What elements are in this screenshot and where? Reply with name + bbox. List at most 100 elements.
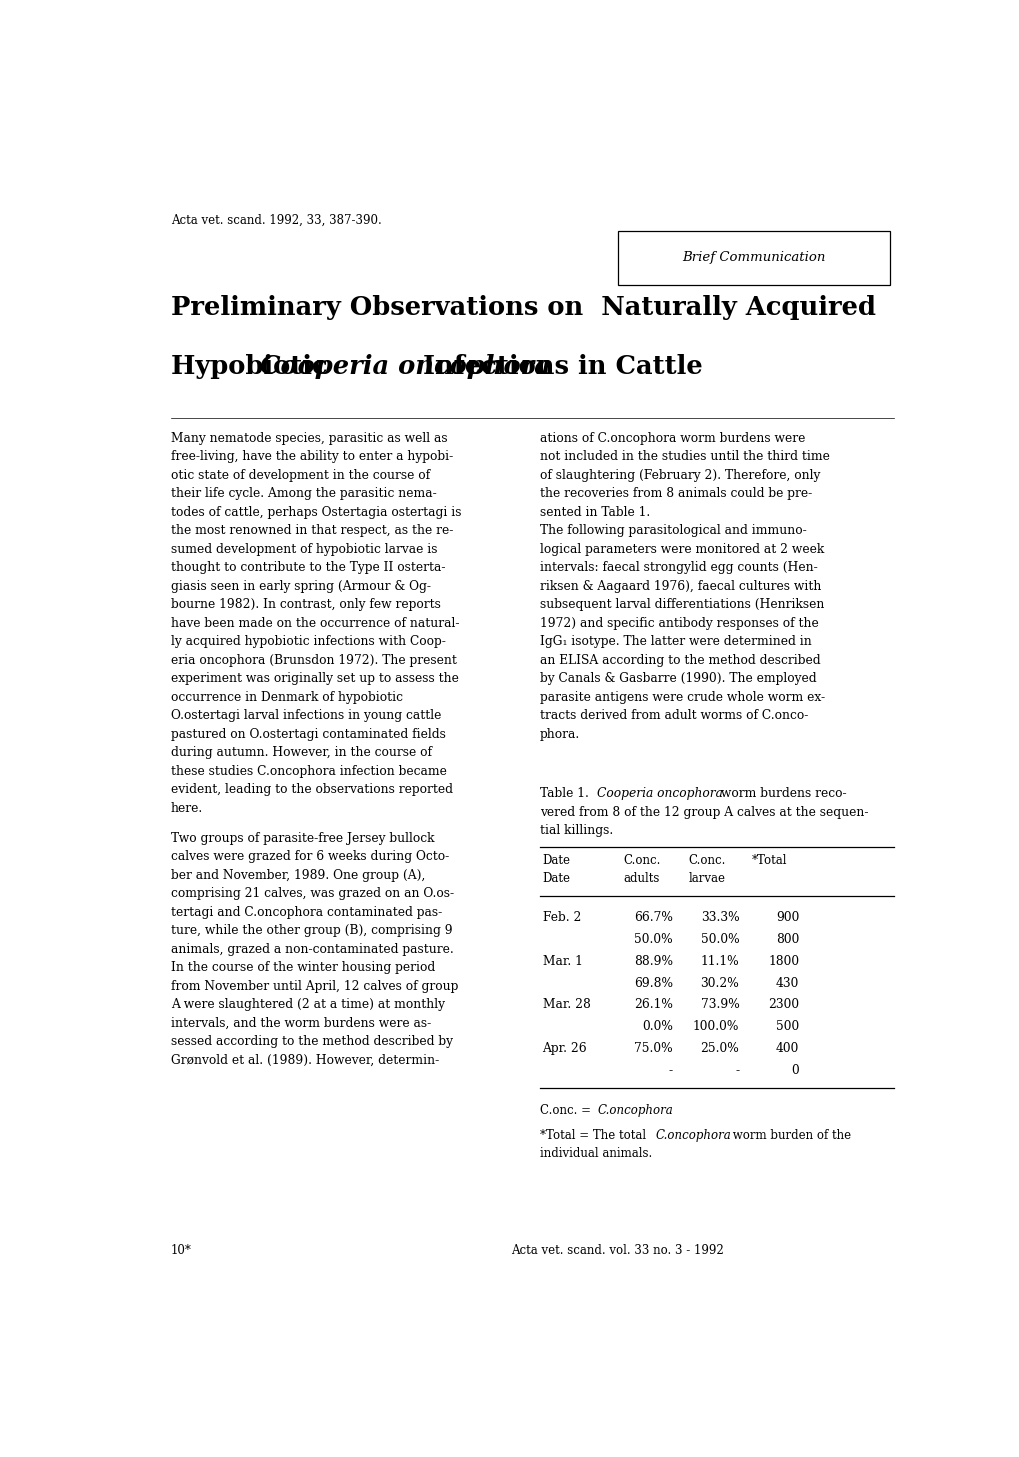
Text: Hypobiotic: Hypobiotic bbox=[171, 354, 336, 379]
Text: Mar. 1: Mar. 1 bbox=[542, 954, 582, 967]
Text: ture, while the other group (B), comprising 9: ture, while the other group (B), compris… bbox=[171, 924, 452, 937]
Text: experiment was originally set up to assess the: experiment was originally set up to asse… bbox=[171, 672, 459, 685]
Text: 0.0%: 0.0% bbox=[641, 1020, 673, 1033]
Text: the recoveries from 8 animals could be pre-: the recoveries from 8 animals could be p… bbox=[540, 487, 811, 500]
Text: ber and November, 1989. One group (A),: ber and November, 1989. One group (A), bbox=[171, 868, 425, 881]
Text: free-living, have the ability to enter a hypobi-: free-living, have the ability to enter a… bbox=[171, 450, 452, 463]
Text: occurrence in Denmark of hypobiotic: occurrence in Denmark of hypobiotic bbox=[171, 691, 403, 704]
Text: todes of cattle, perhaps Ostertagia ostertagi is: todes of cattle, perhaps Ostertagia oste… bbox=[171, 506, 461, 519]
Text: ly acquired hypobiotic infections with Coop-: ly acquired hypobiotic infections with C… bbox=[171, 635, 445, 648]
Text: not included in the studies until the third time: not included in the studies until the th… bbox=[540, 450, 829, 463]
Text: Acta vet. scand. 1992, ​33, 387-390.: Acta vet. scand. 1992, ​33, 387-390. bbox=[171, 214, 381, 227]
Text: worm burden of the: worm burden of the bbox=[729, 1129, 851, 1142]
Text: these studies C.oncophora infection became: these studies C.oncophora infection beca… bbox=[171, 765, 446, 778]
Text: 66.7%: 66.7% bbox=[634, 911, 673, 924]
Text: 2300: 2300 bbox=[767, 998, 799, 1011]
Text: sented in Table 1.: sented in Table 1. bbox=[540, 506, 650, 519]
Text: 500: 500 bbox=[775, 1020, 799, 1033]
Text: 69.8%: 69.8% bbox=[634, 976, 673, 989]
Text: calves were grazed for 6 weeks during Octo-: calves were grazed for 6 weeks during Oc… bbox=[171, 849, 448, 863]
Text: Apr. 26: Apr. 26 bbox=[542, 1042, 587, 1055]
Text: their life cycle. Among the parasitic nema-: their life cycle. Among the parasitic ne… bbox=[171, 487, 436, 500]
Text: vered from 8 of the 12 group A calves at the sequen-: vered from 8 of the 12 group A calves at… bbox=[540, 806, 868, 819]
Text: bourne 1982). In contrast, only few reports: bourne 1982). In contrast, only few repo… bbox=[171, 599, 440, 612]
Text: Feb. 2: Feb. 2 bbox=[542, 911, 580, 924]
Text: C.oncophora: C.oncophora bbox=[596, 1104, 673, 1116]
Text: *Total = The total: *Total = The total bbox=[540, 1129, 649, 1142]
Text: parasite antigens were crude whole worm ex-: parasite antigens were crude whole worm … bbox=[540, 691, 824, 704]
Text: 73.9%: 73.9% bbox=[700, 998, 739, 1011]
Text: during autumn. However, in the course of: during autumn. However, in the course of bbox=[171, 746, 432, 759]
Text: the most renowned in that respect, as the re-: the most renowned in that respect, as th… bbox=[171, 525, 452, 538]
Text: 100.0%: 100.0% bbox=[692, 1020, 739, 1033]
Text: Grønvold et al. (1989). However, determin-: Grønvold et al. (1989). However, determi… bbox=[171, 1053, 439, 1067]
Text: C.onc.: C.onc. bbox=[688, 854, 726, 867]
Text: Brief Communication: Brief Communication bbox=[682, 252, 824, 264]
Text: subsequent larval differentiations (Henriksen: subsequent larval differentiations (Henr… bbox=[540, 599, 823, 612]
Text: -: - bbox=[668, 1064, 673, 1077]
Text: larvae: larvae bbox=[688, 873, 726, 886]
Text: intervals, and the worm burdens were as-: intervals, and the worm burdens were as- bbox=[171, 1017, 431, 1030]
Text: 75.0%: 75.0% bbox=[634, 1042, 673, 1055]
Text: 26.1%: 26.1% bbox=[634, 998, 673, 1011]
Text: tial killings.: tial killings. bbox=[540, 825, 612, 838]
Text: sumed development of hypobiotic larvae is: sumed development of hypobiotic larvae i… bbox=[171, 543, 437, 555]
Text: 900: 900 bbox=[775, 911, 799, 924]
Text: Two groups of parasite-free Jersey bullock: Two groups of parasite-free Jersey bullo… bbox=[171, 832, 434, 845]
Text: worm burdens reco-: worm burdens reco- bbox=[716, 787, 846, 800]
Text: In the course of the winter housing period: In the course of the winter housing peri… bbox=[171, 962, 435, 975]
Text: 25.0%: 25.0% bbox=[700, 1042, 739, 1055]
Text: thought to contribute to the Type II osterta-: thought to contribute to the Type II ost… bbox=[171, 561, 445, 574]
Text: 88.9%: 88.9% bbox=[634, 954, 673, 967]
Text: logical parameters were monitored at 2 week: logical parameters were monitored at 2 w… bbox=[540, 543, 823, 555]
Text: animals, grazed a non-contaminated pasture.: animals, grazed a non-contaminated pastu… bbox=[171, 943, 453, 956]
Text: Acta vet. scand. vol. 33 no. 3 - 1992: Acta vet. scand. vol. 33 no. 3 - 1992 bbox=[511, 1244, 723, 1257]
Text: C.onc.: C.onc. bbox=[623, 854, 660, 867]
Text: Mar. 28: Mar. 28 bbox=[542, 998, 590, 1011]
Text: 11.1%: 11.1% bbox=[700, 954, 739, 967]
Text: eria oncophora (Brunsdon 1972). The present: eria oncophora (Brunsdon 1972). The pres… bbox=[171, 654, 457, 667]
Text: adults: adults bbox=[623, 873, 659, 886]
Text: have been made on the occurrence of natural-: have been made on the occurrence of natu… bbox=[171, 616, 459, 629]
Text: 50.0%: 50.0% bbox=[634, 932, 673, 946]
Text: riksen & Aagaard 1976), faecal cultures with: riksen & Aagaard 1976), faecal cultures … bbox=[540, 580, 820, 593]
Text: A were slaughtered (2 at a time) at monthly: A were slaughtered (2 at a time) at mont… bbox=[171, 998, 444, 1011]
Text: otic state of development in the course of: otic state of development in the course … bbox=[171, 469, 430, 482]
Text: Many nematode species, parasitic as well as: Many nematode species, parasitic as well… bbox=[171, 431, 447, 444]
Text: individual animals.: individual animals. bbox=[540, 1147, 652, 1160]
Text: evident, leading to the observations reported: evident, leading to the observations rep… bbox=[171, 784, 452, 797]
Text: Cooperia oncophora: Cooperia oncophora bbox=[596, 787, 722, 800]
Text: Date: Date bbox=[542, 873, 570, 886]
Text: 0: 0 bbox=[791, 1064, 799, 1077]
Text: giasis seen in early spring (Armour & Og-: giasis seen in early spring (Armour & Og… bbox=[171, 580, 431, 593]
Text: here.: here. bbox=[171, 801, 203, 814]
Text: sessed according to the method described by: sessed according to the method described… bbox=[171, 1036, 452, 1048]
Text: *Total: *Total bbox=[751, 854, 787, 867]
Text: tracts derived from adult worms of C.onco-: tracts derived from adult worms of C.onc… bbox=[540, 710, 808, 723]
Text: C.onc. =: C.onc. = bbox=[540, 1104, 594, 1116]
Text: Date: Date bbox=[542, 854, 570, 867]
Text: by Canals & Gasbarre (1990). The employed: by Canals & Gasbarre (1990). The employe… bbox=[540, 672, 816, 685]
Text: Infections in Cattle: Infections in Cattle bbox=[414, 354, 702, 379]
Text: of slaughtering (February 2). Therefore, only: of slaughtering (February 2). Therefore,… bbox=[540, 469, 819, 482]
Text: 33.3%: 33.3% bbox=[700, 911, 739, 924]
Text: comprising 21 calves, was grazed on an O.os-: comprising 21 calves, was grazed on an O… bbox=[171, 887, 453, 900]
Text: C.oncophora: C.oncophora bbox=[655, 1129, 731, 1142]
Text: from November until April, 12 calves of group: from November until April, 12 calves of … bbox=[171, 979, 458, 992]
Text: 10*: 10* bbox=[171, 1244, 192, 1257]
Text: Cooperia oncophora: Cooperia oncophora bbox=[259, 354, 550, 379]
Text: tertagi and C.oncophora contaminated pas-: tertagi and C.oncophora contaminated pas… bbox=[171, 906, 442, 919]
Text: Table 1.: Table 1. bbox=[540, 787, 592, 800]
Text: 50.0%: 50.0% bbox=[700, 932, 739, 946]
Text: The following parasitological and immuno-: The following parasitological and immuno… bbox=[540, 525, 806, 538]
Text: ations of C.oncophora worm burdens were: ations of C.oncophora worm burdens were bbox=[540, 431, 805, 444]
Text: pastured on O.ostertagi contaminated fields: pastured on O.ostertagi contaminated fie… bbox=[171, 728, 445, 742]
Text: intervals: faecal strongylid egg counts (Hen-: intervals: faecal strongylid egg counts … bbox=[540, 561, 817, 574]
Text: IgG₁ isotype. The latter were determined in: IgG₁ isotype. The latter were determined… bbox=[540, 635, 811, 648]
Text: 30.2%: 30.2% bbox=[700, 976, 739, 989]
Text: 430: 430 bbox=[775, 976, 799, 989]
Text: 400: 400 bbox=[775, 1042, 799, 1055]
Text: -: - bbox=[735, 1064, 739, 1077]
Text: Preliminary Observations on  Naturally Acquired: Preliminary Observations on Naturally Ac… bbox=[171, 294, 875, 321]
Text: 1972) and specific antibody responses of the: 1972) and specific antibody responses of… bbox=[540, 616, 818, 629]
